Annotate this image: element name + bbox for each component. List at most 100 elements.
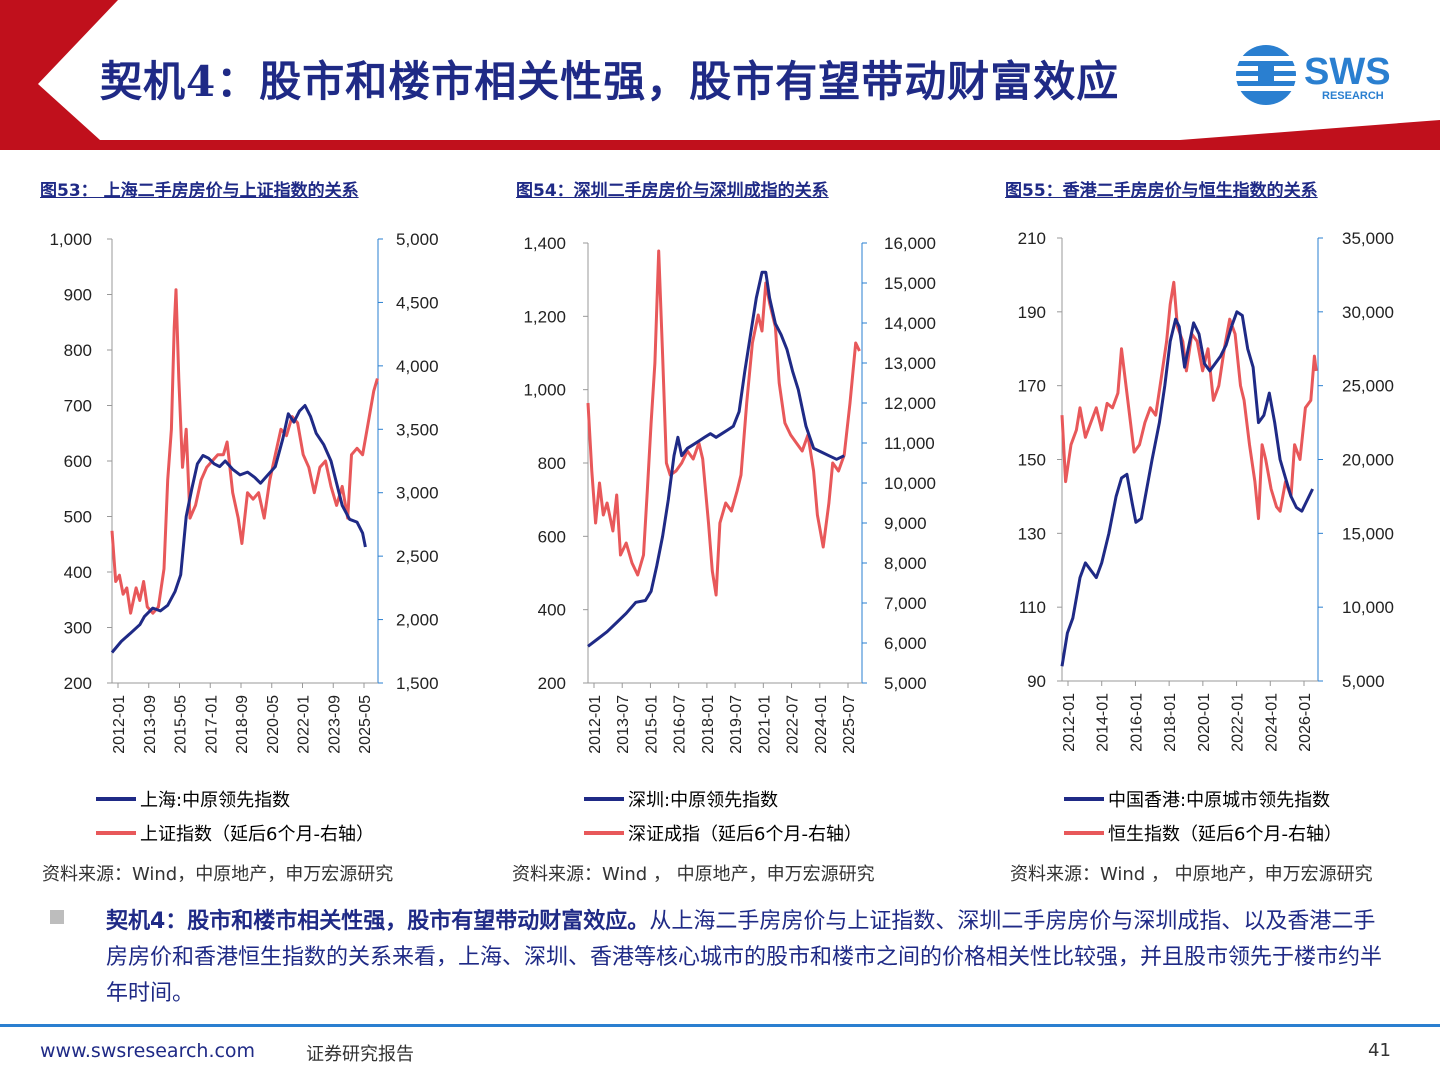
legend-label: 深圳:中原领先指数 bbox=[628, 790, 779, 811]
series-line-stock-index bbox=[1060, 280, 1318, 521]
chart-shanghai: 1,000 900 800 700 600 500 400 300 200 5,000 4,500 4… bbox=[49, 230, 439, 754]
right-tick-label: 14,000 bbox=[884, 314, 936, 333]
right-tick-label: 15,000 bbox=[884, 274, 936, 293]
x-tick-label: 2022-07 bbox=[785, 695, 802, 754]
left-tick-label: 90 bbox=[1027, 672, 1046, 691]
bullet-square-icon bbox=[50, 910, 64, 924]
right-tick-label: 1,500 bbox=[396, 674, 439, 693]
series-line-housing-index bbox=[1060, 310, 1314, 667]
source-note-54: 资料来源：Wind ， 中原地产，申万宏源研究 bbox=[512, 864, 875, 885]
left-tick-label: 600 bbox=[538, 527, 566, 546]
right-tick-label: 8,000 bbox=[884, 554, 927, 573]
x-tick-label: 2018-01 bbox=[1162, 693, 1179, 752]
right-tick-label: 12,000 bbox=[884, 394, 936, 413]
right-tick-label: 3,000 bbox=[396, 484, 439, 503]
right-tick-label: 6,000 bbox=[884, 634, 927, 653]
right-tick-label: 3,500 bbox=[396, 420, 439, 439]
source-note-53: 资料来源：Wind，中原地产，申万宏源研究 bbox=[42, 864, 394, 885]
right-tick-label: 5,000 bbox=[1342, 672, 1385, 691]
left-tick-label: 1,000 bbox=[523, 381, 566, 400]
left-tick-label: 1,400 bbox=[523, 234, 566, 253]
x-tick-label: 2013-09 bbox=[142, 695, 159, 754]
right-tick-label: 5,000 bbox=[884, 674, 927, 693]
legend-swatch-navy bbox=[1064, 797, 1104, 801]
figure-55-title: 图55：香港二手房房价与恒生指数的关系 bbox=[1005, 181, 1318, 201]
series-line-stock-index bbox=[586, 249, 861, 597]
source-note-55: 资料来源：Wind ， 中原地产，申万宏源研究 bbox=[1010, 864, 1373, 885]
x-tick-label: 2023-09 bbox=[326, 695, 343, 754]
x-tick-label: 2012-01 bbox=[111, 695, 128, 754]
legend-hongkong: 中国香港:中原城市领先指数 恒生指数（延后6个月-右轴） bbox=[1064, 782, 1342, 850]
legend-swatch-red bbox=[1064, 831, 1104, 835]
left-tick-label: 900 bbox=[64, 286, 92, 305]
left-tick-label: 210 bbox=[1018, 229, 1046, 248]
left-tick-label: 800 bbox=[64, 341, 92, 360]
legend-item-housing: 中国香港:中原城市领先指数 bbox=[1064, 782, 1342, 816]
left-tick-label: 500 bbox=[64, 508, 92, 527]
header-banner bbox=[0, 0, 1440, 150]
right-tick-label: 4,500 bbox=[396, 293, 439, 312]
left-tick-label: 1,000 bbox=[49, 230, 92, 249]
left-tick-label: 400 bbox=[538, 601, 566, 620]
right-tick-label: 13,000 bbox=[884, 354, 936, 373]
left-tick-label: 600 bbox=[64, 452, 92, 471]
right-tick-label: 10,000 bbox=[1342, 598, 1394, 617]
x-tick-label: 2020-01 bbox=[1196, 693, 1213, 752]
x-tick-label: 2017-01 bbox=[203, 695, 220, 754]
figure-53-title: 图53： 上海二手房房价与上证指数的关系 bbox=[40, 181, 359, 201]
summary-body: 从上海二手房房价与上证指数、深圳二手房房价与深圳成指、以及香港二手房房价和香港恒… bbox=[106, 909, 1383, 1006]
x-tick-label: 2019-07 bbox=[728, 695, 745, 754]
right-tick-label: 9,000 bbox=[884, 514, 927, 533]
right-tick-label: 20,000 bbox=[1342, 451, 1394, 470]
globe-icon bbox=[1236, 45, 1296, 105]
legend-shenzhen: 深圳:中原领先指数 深证成指（延后6个月-右轴） bbox=[584, 782, 862, 850]
legend-item-housing: 上海:中原领先指数 bbox=[96, 782, 374, 816]
x-tick-label: 2015-01 bbox=[643, 695, 660, 754]
right-tick-label: 25,000 bbox=[1342, 377, 1394, 396]
right-tick-label: 7,000 bbox=[884, 594, 927, 613]
x-tick-label: 2022-01 bbox=[296, 695, 313, 754]
legend-label: 中国香港:中原城市领先指数 bbox=[1108, 790, 1331, 811]
footer-divider bbox=[0, 1024, 1440, 1027]
right-tick-label: 10,000 bbox=[884, 474, 936, 493]
left-tick-label: 110 bbox=[1019, 598, 1046, 617]
x-tick-label: 2024-01 bbox=[1263, 693, 1280, 752]
legend-label: 上海:中原领先指数 bbox=[140, 790, 291, 811]
right-tick-label: 15,000 bbox=[1342, 524, 1394, 543]
chart-shenzhen: 1,400 1,200 1,000 800 600 400 200 16,000 15,000 1… bbox=[523, 234, 936, 754]
left-tick-label: 800 bbox=[538, 454, 566, 473]
footer-website-link[interactable]: www.swsresearch.com bbox=[40, 1040, 256, 1062]
left-tick-label: 1,200 bbox=[523, 307, 566, 326]
summary-bold-lead: 契机4：股市和楼市相关性强，股市有望带动财富效应。 bbox=[106, 909, 650, 934]
series-line-housing-index bbox=[110, 404, 367, 654]
x-tick-label: 2026-01 bbox=[1297, 693, 1314, 752]
legend-item-housing: 深圳:中原领先指数 bbox=[584, 782, 862, 816]
x-tick-label: 2015-05 bbox=[173, 695, 190, 754]
x-tick-label: 2025-07 bbox=[841, 695, 858, 754]
x-tick-label: 2016-07 bbox=[672, 695, 689, 754]
left-tick-label: 700 bbox=[64, 397, 92, 416]
right-tick-label: 16,000 bbox=[884, 234, 936, 253]
right-tick-label: 5,000 bbox=[396, 230, 439, 249]
x-tick-label: 2024-01 bbox=[813, 695, 830, 754]
left-tick-label: 300 bbox=[64, 619, 92, 638]
legend-shanghai: 上海:中原领先指数 上证指数（延后6个月-右轴） bbox=[96, 782, 374, 850]
x-tick-label: 2020-05 bbox=[265, 695, 282, 754]
x-tick-label: 2016-01 bbox=[1128, 693, 1145, 752]
left-tick-label: 400 bbox=[64, 563, 92, 582]
x-tick-label: 2013-07 bbox=[615, 695, 632, 754]
left-tick-label: 150 bbox=[1018, 451, 1046, 470]
chart-hongkong: 210 190 170 150 130 110 90 35,000 30,000 25,000 20… bbox=[1018, 229, 1394, 752]
x-tick-label: 2022-01 bbox=[1230, 693, 1247, 752]
x-tick-label: 2014-01 bbox=[1095, 693, 1112, 752]
figure-54-title: 图54：深圳二手房房价与深圳成指的关系 bbox=[516, 181, 829, 201]
legend-label: 恒生指数（延后6个月-右轴） bbox=[1108, 824, 1342, 845]
x-tick-label: 2018-01 bbox=[700, 695, 717, 754]
right-tick-label: 2,000 bbox=[396, 611, 439, 630]
sws-logo: SWS RESEARCH bbox=[1232, 40, 1412, 110]
left-tick-label: 200 bbox=[64, 674, 92, 693]
x-tick-label: 2021-01 bbox=[756, 695, 773, 754]
x-tick-label: 2012-01 bbox=[587, 695, 604, 754]
footer-category: 证券研究报告 bbox=[306, 1044, 414, 1065]
right-tick-label: 11,000 bbox=[884, 434, 935, 453]
